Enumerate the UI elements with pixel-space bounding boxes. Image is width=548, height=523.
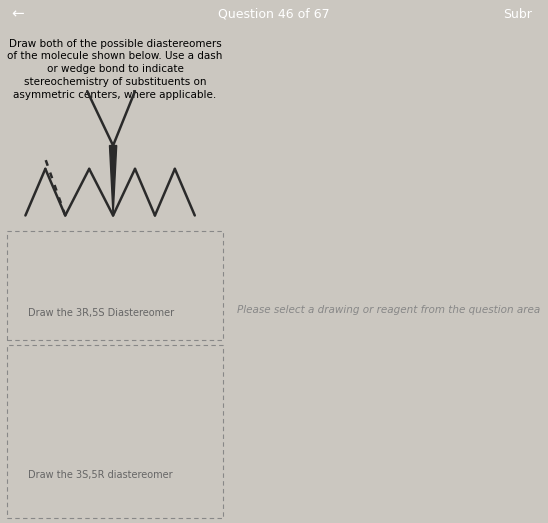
Polygon shape (110, 145, 117, 215)
Text: ←: ← (11, 7, 24, 22)
Text: Subr: Subr (503, 8, 532, 21)
Text: Draw both of the possible diastereomers
of the molecule shown below. Use a dash
: Draw both of the possible diastereomers … (7, 39, 223, 100)
Text: Draw the 3S,5R diastereomer: Draw the 3S,5R diastereomer (27, 470, 172, 480)
Text: Please select a drawing or reagent from the question area: Please select a drawing or reagent from … (237, 305, 541, 315)
Text: Draw the 3R,5S Diastereomer: Draw the 3R,5S Diastereomer (27, 308, 174, 318)
Text: Question 46 of 67: Question 46 of 67 (218, 8, 330, 21)
